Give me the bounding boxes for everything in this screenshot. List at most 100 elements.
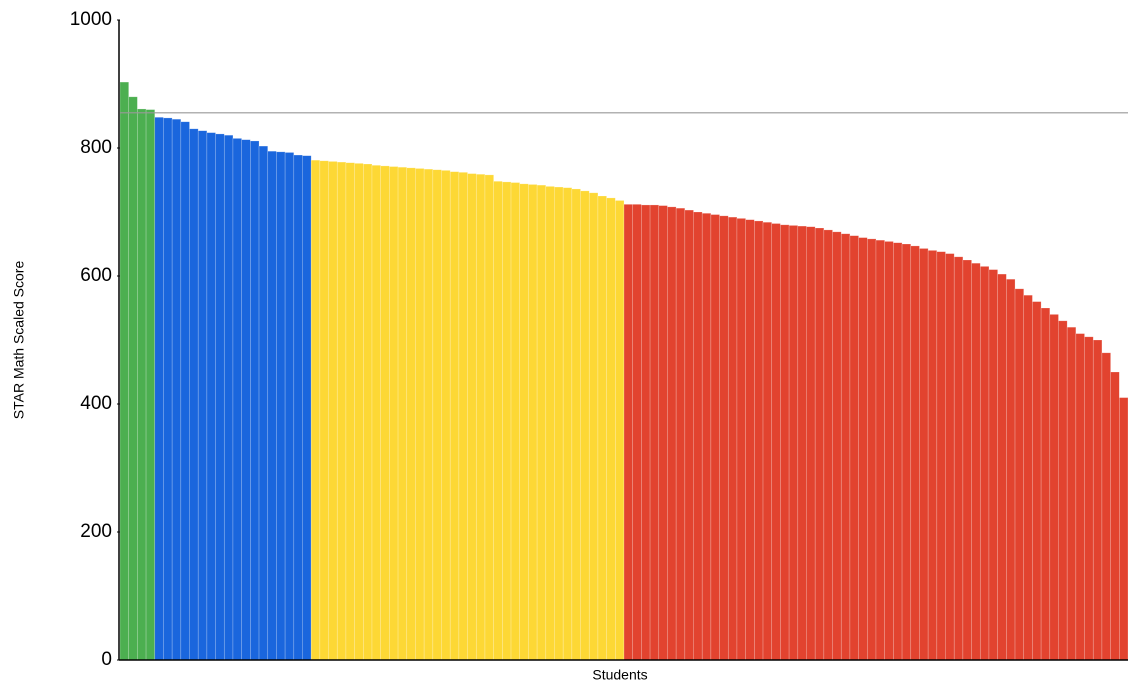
- bar: [528, 184, 538, 661]
- bar: [171, 118, 182, 661]
- bar: [1110, 371, 1120, 661]
- x-axis-label: Students: [592, 667, 647, 683]
- bar: [389, 166, 399, 661]
- y-tick-label: 600: [80, 265, 112, 286]
- bar: [354, 163, 364, 661]
- bar: [571, 188, 581, 661]
- bar: [762, 221, 773, 661]
- bar: [693, 211, 703, 661]
- bar: [727, 216, 738, 661]
- bar: [475, 173, 486, 661]
- bar: [780, 224, 790, 661]
- bar: [962, 259, 972, 661]
- bar: [302, 155, 312, 661]
- bar: [875, 239, 885, 661]
- bar: [189, 128, 199, 661]
- bar: [797, 225, 807, 661]
- bar: [1032, 301, 1042, 661]
- bar: [1023, 294, 1033, 661]
- bar: [180, 121, 190, 661]
- bar: [745, 219, 755, 661]
- bar: [1084, 336, 1094, 661]
- bar: [606, 197, 616, 661]
- bar: [1058, 320, 1068, 661]
- bar: [119, 81, 129, 661]
- bar: [675, 207, 686, 661]
- bar: [441, 170, 451, 661]
- bar: [406, 167, 416, 661]
- bar: [206, 132, 216, 661]
- bar: [1014, 288, 1025, 661]
- bar: [328, 161, 338, 661]
- bar: [997, 273, 1007, 661]
- bar: [232, 138, 242, 661]
- bar: [250, 140, 260, 661]
- bar: [223, 134, 234, 661]
- bar: [154, 116, 164, 661]
- bar: [771, 223, 781, 661]
- bar: [884, 241, 894, 661]
- bar: [536, 184, 547, 661]
- bar: [284, 152, 295, 661]
- bar: [545, 186, 555, 661]
- bar: [701, 212, 712, 661]
- bar: [988, 269, 998, 661]
- bar: [979, 266, 990, 661]
- bar: [484, 174, 494, 661]
- bar: [927, 250, 938, 661]
- bar: [667, 206, 677, 661]
- bar: [719, 215, 729, 661]
- bar: [449, 171, 460, 661]
- bar: [363, 163, 373, 661]
- bar: [649, 204, 660, 661]
- y-tick-label: 1000: [70, 9, 112, 30]
- bar: [580, 190, 590, 661]
- bar: [293, 154, 303, 661]
- bar: [1049, 314, 1059, 661]
- bar: [597, 195, 607, 661]
- bar: [336, 161, 347, 661]
- bar: [554, 186, 564, 661]
- bar: [145, 109, 156, 661]
- bar: [502, 181, 512, 661]
- bar: [1006, 278, 1016, 661]
- bar: [310, 159, 321, 661]
- bar: [319, 160, 329, 661]
- bar: [163, 117, 173, 661]
- bar: [197, 130, 208, 661]
- bar: [754, 220, 764, 661]
- bar: [241, 139, 251, 661]
- bar: [971, 262, 981, 661]
- bar: [849, 235, 859, 661]
- bar: [840, 233, 851, 661]
- bar: [276, 151, 286, 661]
- bar: [1101, 352, 1111, 661]
- bar: [423, 168, 434, 661]
- bar: [1092, 339, 1103, 661]
- bar: [823, 229, 833, 661]
- bar: [615, 200, 625, 661]
- bar: [267, 150, 277, 661]
- bar: [128, 96, 138, 661]
- bar: [458, 172, 468, 661]
- bar: [258, 145, 269, 661]
- bar: [858, 237, 868, 661]
- bar: [901, 243, 912, 661]
- bar: [588, 192, 599, 661]
- bar: [788, 225, 799, 661]
- bar: [380, 165, 390, 661]
- bar: [432, 169, 442, 661]
- bar: [415, 168, 425, 661]
- bar: [684, 209, 694, 661]
- bar: [632, 204, 642, 661]
- y-tick-label: 400: [80, 393, 112, 414]
- bar: [658, 205, 668, 661]
- bar: [806, 226, 816, 661]
- bar: [1066, 326, 1077, 661]
- y-tick-label: 800: [80, 137, 112, 158]
- bar: [710, 214, 720, 661]
- bar: [510, 182, 521, 661]
- bar: [1040, 307, 1051, 661]
- bar: [641, 204, 651, 661]
